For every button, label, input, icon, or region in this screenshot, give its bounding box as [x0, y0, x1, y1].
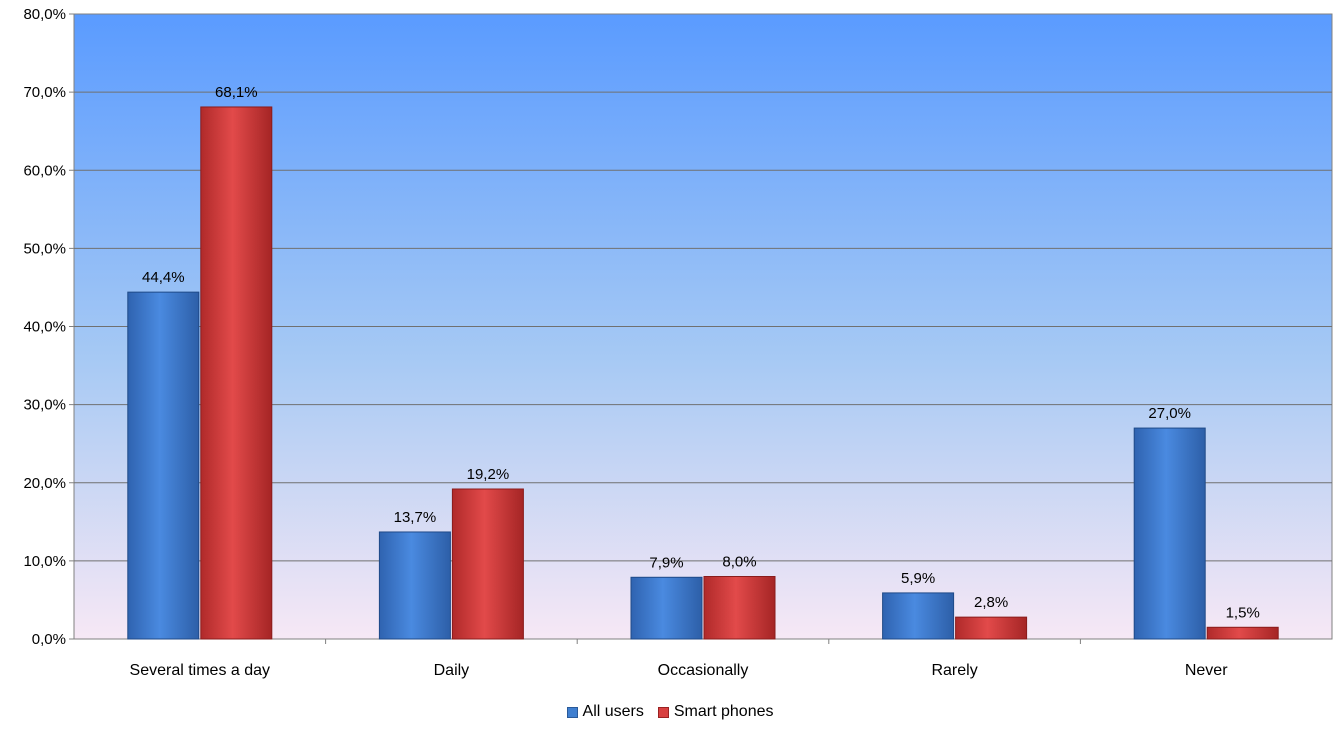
data-label: 8,0% [722, 554, 756, 571]
data-label: 5,9% [901, 570, 935, 587]
bar-smart-phones [1206, 626, 1279, 640]
bar-smart-phones [200, 106, 273, 640]
bar-smart-phones [703, 576, 776, 640]
y-tick-label: 20,0% [23, 475, 66, 492]
bar-smart-phones [955, 616, 1028, 640]
x-category-label: Rarely [931, 662, 977, 679]
y-tick-label: 10,0% [23, 553, 66, 570]
y-axis-ticks: 0,0% 10,0% 20,0% 30,0% 40,0% 50,0% 60,0% 70,0% 8… [23, 6, 74, 648]
data-label: 68,1% [215, 84, 258, 101]
data-label: 44,4% [142, 269, 185, 286]
x-category-label: Several times a day [130, 662, 271, 679]
gridlines [74, 91, 1332, 562]
y-tick-label: 40,0% [23, 319, 66, 336]
bar-all-users [378, 531, 451, 640]
data-label: 19,2% [467, 466, 510, 483]
legend-swatch-all-users [566, 706, 578, 718]
x-category-label: Never [1185, 662, 1228, 679]
bars [127, 106, 1279, 640]
y-tick-label: 0,0% [32, 631, 66, 648]
y-tick-label: 60,0% [23, 162, 66, 179]
y-tick-label: 30,0% [23, 397, 66, 414]
legend-item-smart-phones: Smart phones [657, 703, 774, 721]
bar-smart-phones [451, 488, 524, 640]
bar-all-users [630, 576, 703, 640]
legend-swatch-smart-phones [657, 706, 669, 718]
data-label: 2,8% [974, 594, 1008, 611]
y-tick-label: 80,0% [23, 6, 66, 23]
x-axis-categories: Several times a day Daily Occasionally Rare… [130, 639, 1228, 679]
data-label: 7,9% [649, 554, 683, 571]
bar-all-users [127, 291, 200, 640]
y-tick-label: 50,0% [23, 240, 66, 257]
legend-label-smart-phones: Smart phones [673, 703, 774, 720]
legend-label-all-users: All users [582, 703, 644, 720]
legend: All users Smart phones [0, 703, 1340, 721]
data-labels: 44,4% 68,1% 13,7% 19,2% 7,9% 8,0% 5,9% 2,8% 27,0… [142, 84, 1260, 621]
y-tick-label: 70,0% [23, 84, 66, 101]
legend-item-all-users: All users [566, 703, 644, 721]
data-label: 13,7% [394, 509, 437, 526]
x-category-label: Occasionally [658, 662, 749, 679]
x-category-label: Daily [434, 662, 470, 679]
bar-all-users [1133, 427, 1206, 640]
data-label: 27,0% [1148, 405, 1191, 422]
bar-all-users [882, 592, 955, 640]
data-label: 1,5% [1226, 604, 1260, 621]
